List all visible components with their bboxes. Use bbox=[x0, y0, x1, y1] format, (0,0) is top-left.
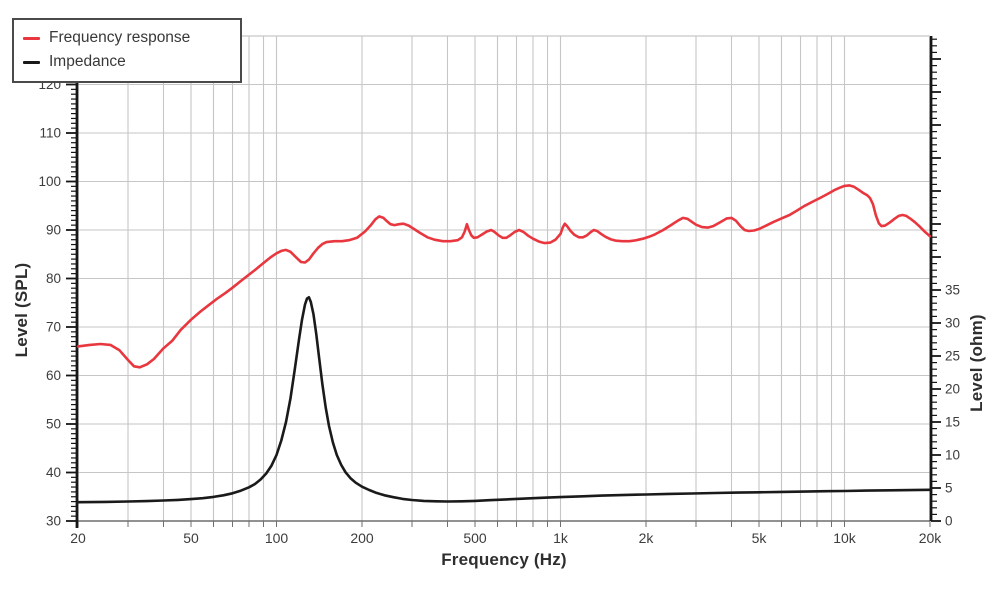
legend-item-impedance: Impedance bbox=[22, 50, 230, 74]
legend-item-frequency-response: Frequency response bbox=[22, 26, 230, 50]
right-tick-label: 10 bbox=[945, 448, 960, 463]
impedance-line-swatch bbox=[23, 60, 40, 64]
x-tick-label: 10k bbox=[833, 530, 857, 546]
right-tick-label: 35 bbox=[945, 283, 960, 298]
left-tick-label: 30 bbox=[46, 514, 61, 529]
right-tick-label: 0 bbox=[945, 514, 953, 529]
impedance-curve bbox=[76, 296, 932, 504]
x-tick-label: 5k bbox=[752, 530, 768, 546]
frequency-response-curve bbox=[76, 184, 932, 369]
left-tick-label: 40 bbox=[46, 465, 61, 480]
x-tick-label: 2k bbox=[639, 530, 655, 546]
x-tick-label: 20k bbox=[919, 530, 943, 546]
right-tick-label: 5 bbox=[945, 481, 953, 496]
x-tick-label: 100 bbox=[265, 530, 289, 546]
legend-label: Impedance bbox=[49, 53, 126, 70]
x-tick-label: 500 bbox=[463, 530, 487, 546]
left-tick-label: 60 bbox=[46, 368, 61, 383]
x-tick-label: 20 bbox=[70, 530, 86, 546]
x-tick-label: 1k bbox=[553, 530, 569, 546]
frequency-response-line-swatch bbox=[23, 36, 40, 40]
right-tick-label: 20 bbox=[945, 382, 960, 397]
y-axis-title-left: Level (SPL) bbox=[12, 262, 31, 358]
left-tick-label: 100 bbox=[38, 174, 61, 189]
right-tick-label: 30 bbox=[945, 316, 960, 331]
left-tick-label: 50 bbox=[46, 417, 61, 432]
y-axis-title-right: Level (ohm) bbox=[967, 314, 986, 412]
legend: Frequency response Impedance bbox=[12, 18, 242, 83]
x-tick-label: 200 bbox=[350, 530, 374, 546]
x-tick-label: 50 bbox=[183, 530, 199, 546]
right-tick-label: 15 bbox=[945, 415, 960, 430]
left-tick-label: 80 bbox=[46, 271, 61, 286]
right-tick-label: 25 bbox=[945, 349, 960, 364]
legend-label: Frequency response bbox=[49, 29, 191, 46]
left-tick-label: 90 bbox=[46, 223, 61, 238]
left-tick-label: 70 bbox=[46, 320, 61, 335]
x-axis-title: Frequency (Hz) bbox=[441, 550, 567, 569]
left-tick-label: 110 bbox=[39, 126, 61, 141]
